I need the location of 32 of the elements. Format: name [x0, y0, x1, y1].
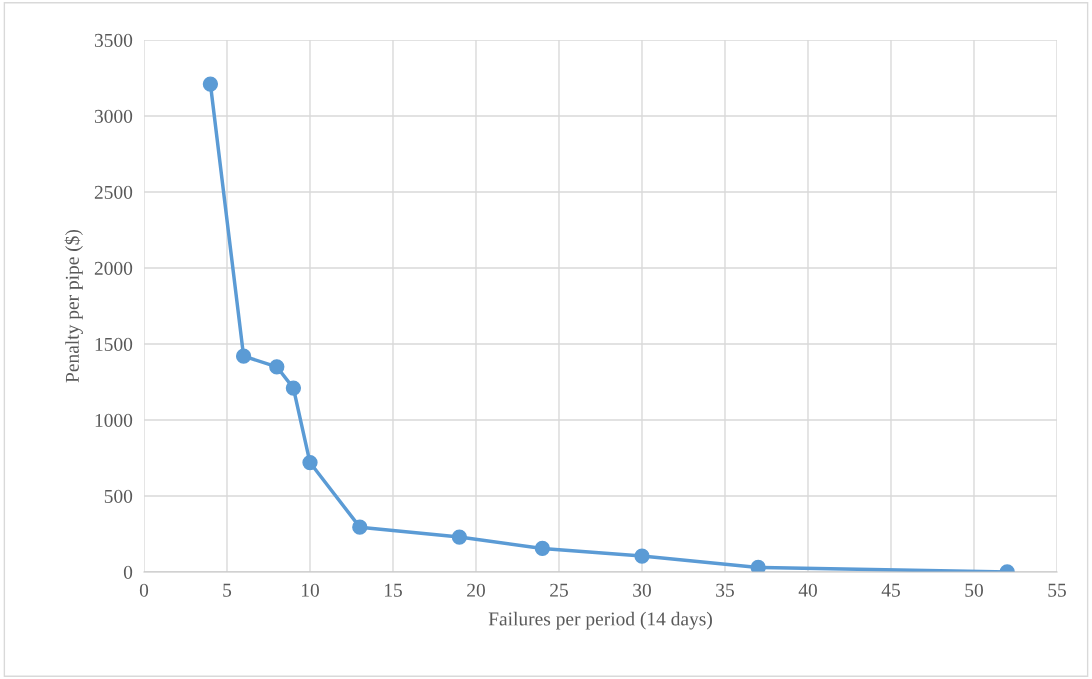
y-tick-label: 3000: [94, 109, 133, 123]
point: [202, 76, 219, 92]
x-tick-label: 45: [881, 583, 900, 597]
x-tick-label: 40: [798, 583, 817, 597]
y-tick-label: 2000: [94, 261, 133, 275]
x-tick-label: 5: [223, 583, 232, 597]
x-tick-label: 30: [633, 583, 651, 597]
point: [750, 559, 766, 572]
y-tick-label: 3500: [94, 33, 133, 47]
x-tick-label: 35: [716, 583, 734, 597]
x-tick-label: 50: [965, 583, 983, 597]
y-tick-label: 1000: [95, 413, 133, 427]
point: [634, 548, 650, 564]
y-tick-label: 500: [104, 489, 133, 503]
x-tick-label: 25: [550, 583, 568, 597]
y-axis-title: Penalty per pipe ($): [64, 229, 83, 383]
point: [269, 359, 285, 375]
point: [451, 529, 468, 545]
x-tick-label: 15: [384, 583, 402, 597]
point: [352, 519, 368, 535]
point: [235, 348, 252, 364]
x-axis-title: Failures per period (14 days): [488, 611, 712, 630]
point: [285, 380, 302, 396]
x-tick-label: 0: [139, 583, 149, 597]
point: [534, 540, 551, 557]
y-tick-label: 1500: [95, 337, 133, 351]
y-tick-label: 2500: [94, 185, 133, 199]
x-tick-label: 20: [467, 583, 485, 597]
x-tick-label: 10: [301, 583, 319, 597]
point: [302, 454, 318, 471]
y-tick-label: 0: [123, 565, 133, 579]
x-tick-label: 55: [1048, 583, 1066, 597]
